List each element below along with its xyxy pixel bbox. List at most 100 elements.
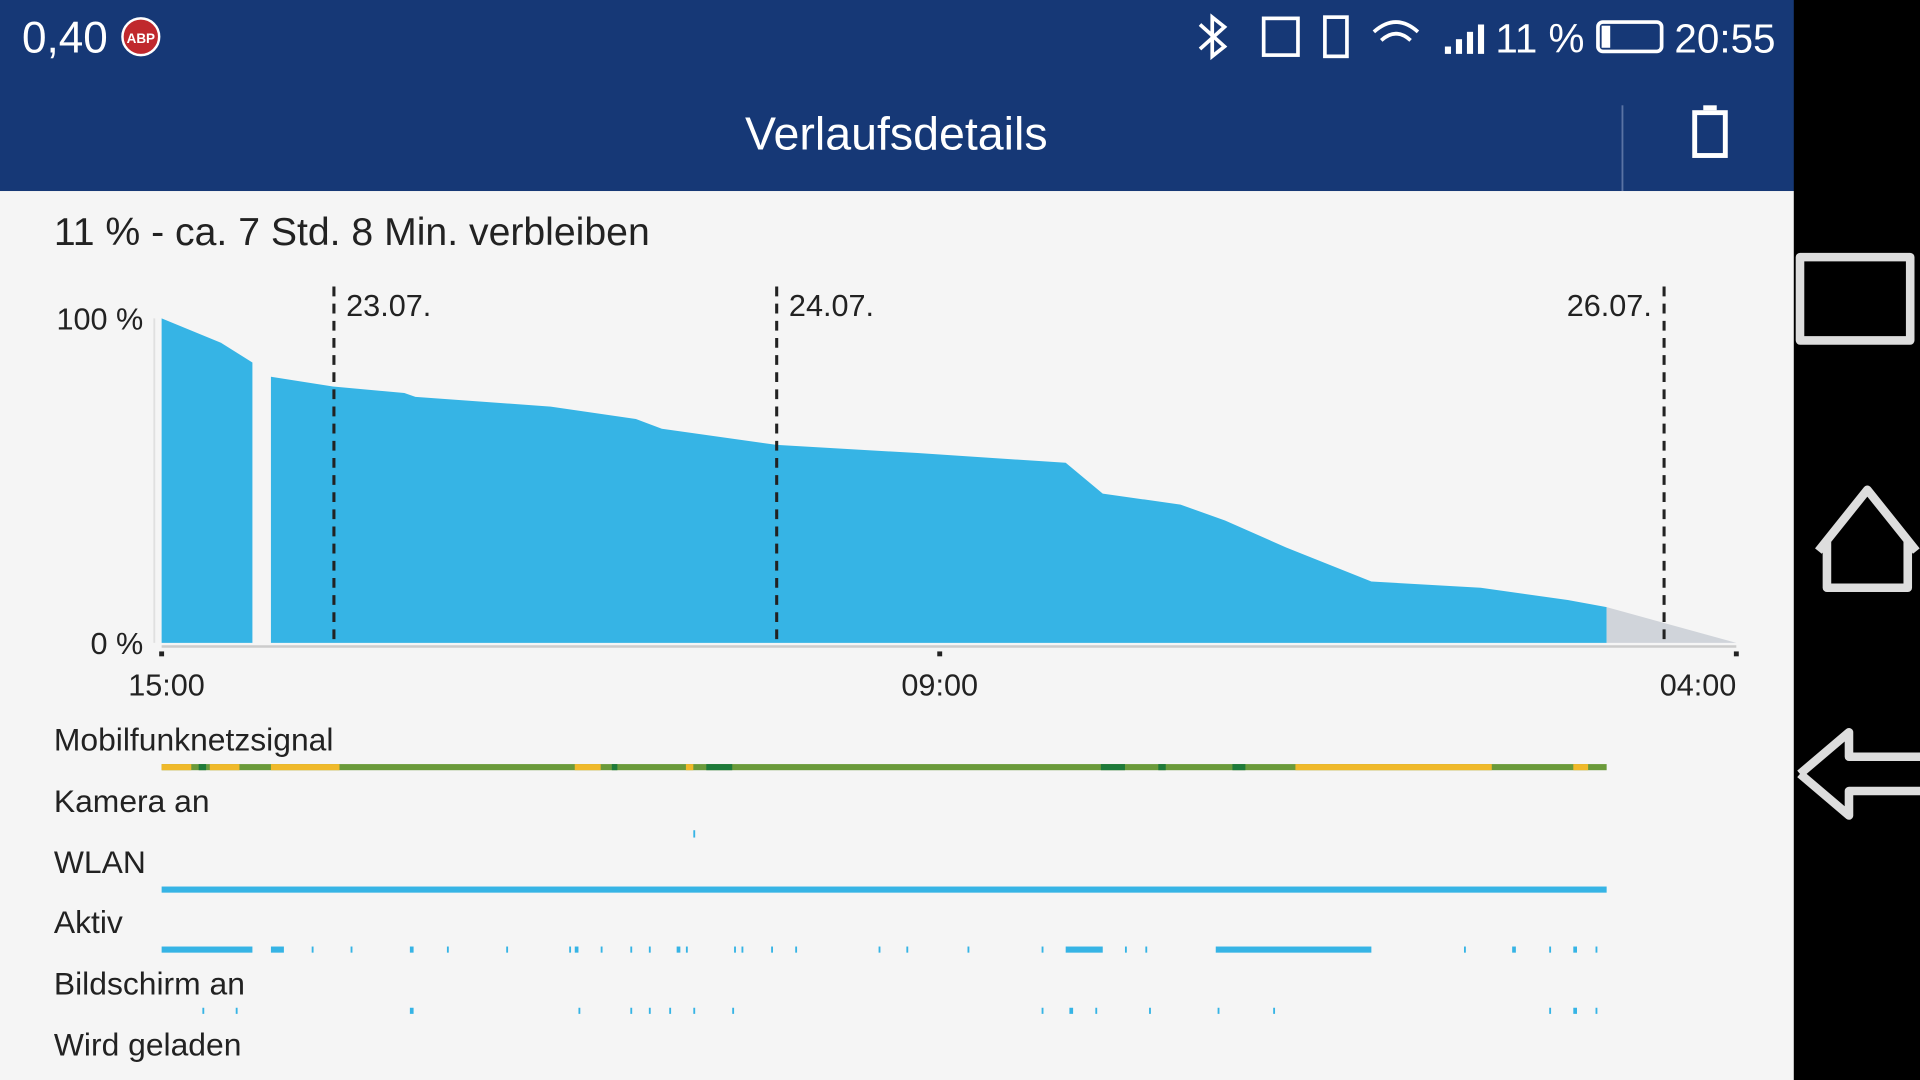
- activity-segment: [446, 946, 449, 953]
- activity-segment: [1041, 1007, 1044, 1014]
- battery-area: [270, 376, 1607, 643]
- activity-segment: [1549, 1007, 1552, 1014]
- x-tick-label: 09:00: [901, 669, 978, 703]
- activity-segment: [1149, 1007, 1151, 1014]
- activity-segment: [270, 946, 284, 953]
- activity-segment: [1232, 764, 1246, 771]
- activity-segment: [1595, 1007, 1598, 1014]
- activity-segment: [1095, 1007, 1098, 1014]
- y-tick-label: 100 %: [56, 302, 143, 336]
- x-tick-mark: [937, 651, 943, 657]
- activity-segment: [270, 764, 340, 771]
- activity-segment: [669, 1007, 672, 1014]
- activity-segment: [693, 830, 696, 838]
- activity-segment: [350, 946, 353, 953]
- activity-segment: [409, 1007, 414, 1014]
- activity-segment: [1573, 1007, 1578, 1014]
- status-icons: [1198, 13, 1664, 61]
- activity-segment: [1100, 764, 1125, 771]
- x-tick-label: 04:00: [1660, 669, 1737, 703]
- activity-segment: [1295, 764, 1492, 771]
- forecast-area: [1606, 607, 1737, 643]
- activity-rows: Mobilfunknetzsignal Kamera an WLAN Aktiv Bil…: [54, 722, 1607, 1063]
- activity-segment: [693, 1007, 696, 1014]
- row-label: WLAN: [54, 844, 146, 880]
- adblock-icon: [121, 17, 161, 57]
- activity-segment: [311, 946, 314, 953]
- app-bar-bg: [0, 0, 1794, 192]
- activity-segment: [685, 764, 694, 771]
- activity-segment: [600, 946, 603, 953]
- row-label: Wird geladen: [54, 1027, 242, 1063]
- row-label: Mobilfunknetzsignal: [54, 722, 334, 758]
- activity-segment: [1145, 946, 1148, 953]
- activity-segment: [202, 1007, 205, 1014]
- back-button[interactable]: [1797, 727, 1920, 820]
- activity-segment: [1041, 946, 1044, 953]
- activity-segment: [795, 946, 798, 953]
- activity-segment: [685, 946, 688, 953]
- activity-segment: [1273, 1007, 1276, 1014]
- activity-segment: [161, 764, 1607, 771]
- date-label: 23.07.: [346, 289, 431, 323]
- x-tick-mark: [1733, 651, 1739, 657]
- screen-title: Verlaufsdetails: [745, 107, 1048, 159]
- row-label: Aktiv: [54, 904, 123, 940]
- battery-button[interactable]: [1692, 105, 1728, 158]
- date-label: 24.07.: [789, 289, 874, 323]
- activity-segment: [1069, 1007, 1074, 1014]
- nav-icons: [1795, 252, 1920, 820]
- activity-segment: [1595, 946, 1598, 953]
- row-label: Bildschirm an: [54, 965, 245, 1001]
- activity-segment: [409, 946, 414, 953]
- activity-segment: [1124, 946, 1127, 953]
- activity-segment: [1217, 1007, 1220, 1014]
- activity-segment: [1463, 946, 1466, 953]
- activity-segment: [630, 1007, 633, 1014]
- activity-segment: [574, 946, 579, 953]
- summary: 11 % - ca. 7 Std. 8 Min. verbleiben: [54, 211, 650, 254]
- activity-segment: [578, 1007, 581, 1014]
- activity-segment: [574, 764, 601, 771]
- activity-segment: [967, 946, 970, 953]
- x-tick-label: 15:00: [128, 669, 205, 703]
- activity-segment: [734, 946, 736, 953]
- activity-segment: [706, 764, 733, 771]
- activity-segment: [161, 764, 192, 771]
- home-button[interactable]: [1815, 485, 1920, 593]
- activity-segment: [648, 946, 651, 953]
- activity-segment: [569, 946, 572, 953]
- activity-segment: [1573, 946, 1578, 953]
- activity-segment: [1512, 946, 1516, 953]
- activity-segment: [209, 764, 240, 771]
- activity-segment: [906, 946, 909, 953]
- nav-bar: [1793, 0, 1920, 1080]
- battery-area: [161, 318, 253, 643]
- activity-segment: [1573, 764, 1589, 771]
- activity-segment: [1549, 946, 1552, 953]
- activity-segment: [878, 946, 881, 953]
- activity-segment: [648, 1007, 651, 1014]
- activity-segment: [630, 946, 633, 953]
- activity-segment: [235, 1007, 238, 1014]
- battery-chart: 0 % 100 % 15:00 09:00 04:00 23.07. 24.07. 26.07…: [56, 286, 1739, 703]
- activity-segment: [1065, 946, 1103, 953]
- status-speed: 0,40: [22, 14, 108, 63]
- x-tick-mark: [159, 651, 165, 657]
- status-battery: 11 %: [1495, 16, 1584, 62]
- activity-segment: [741, 946, 744, 953]
- activity-segment: [506, 946, 509, 953]
- recents-button[interactable]: [1795, 252, 1915, 345]
- activity-segment: [1158, 764, 1166, 771]
- adblock-label: ABP: [127, 31, 155, 46]
- activity-segment: [161, 946, 253, 953]
- activity-segment: [1215, 946, 1372, 953]
- activity-segment: [611, 764, 618, 771]
- row-label: Kamera an: [54, 783, 210, 819]
- activity-segment: [198, 764, 207, 771]
- signal-icon: [1444, 24, 1611, 54]
- activity-segment: [676, 946, 681, 953]
- activity-segment: [732, 1007, 735, 1014]
